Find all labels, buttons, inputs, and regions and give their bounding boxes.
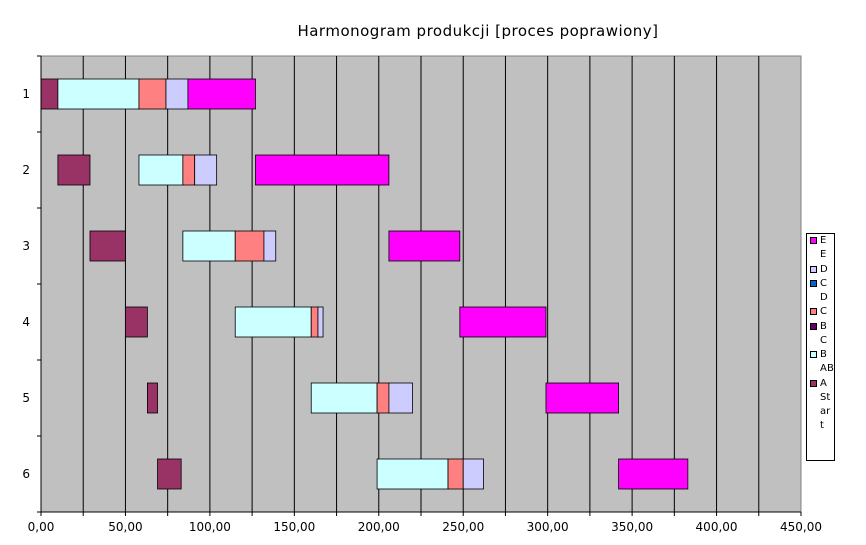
bar-a-row-3 [89, 230, 126, 262]
bar-e-row-6 [618, 458, 689, 490]
legend-swatch-c [810, 308, 817, 316]
bar-d-row-5 [388, 382, 413, 414]
legend-text: ar [820, 406, 831, 417]
legend-text: B [820, 320, 827, 332]
legend-text: E [820, 235, 827, 246]
x-tick-label: 250,00 [442, 520, 484, 534]
legend-text: C [820, 306, 827, 318]
legend-entry-start-1: St [807, 391, 834, 405]
legend-entry-d-e-line1: E [807, 248, 834, 262]
y-tick-label: 5 [22, 391, 30, 405]
x-tick-label: 400,00 [696, 520, 738, 534]
labels-layer: 1 2 3 4 5 6 0,00 50,00 100,00 150,00 200,00 250,00 3… [22, 87, 822, 534]
bars-layer [40, 78, 689, 490]
legend-entry-a: A [807, 377, 834, 391]
bar-d-row-2 [194, 154, 218, 186]
x-tick-label: 350,00 [611, 520, 653, 534]
legend-text: C [820, 277, 827, 289]
y-tick-label: 6 [22, 467, 30, 481]
legend-swatch-a [810, 379, 817, 387]
axes-layer [37, 55, 802, 516]
legend-swatch-c-d [810, 279, 817, 287]
x-tick-label: 300,00 [527, 520, 569, 534]
grid-layer [82, 56, 760, 512]
x-tick-label: 100,00 [189, 520, 231, 534]
bar-a-row-4 [125, 306, 148, 338]
bar-e-row-1 [187, 78, 256, 110]
legend-entry-c-d: C [807, 277, 834, 291]
legend-text: D [820, 263, 828, 275]
bar-b-row-4 [234, 306, 312, 338]
bar-b-row-3 [182, 230, 236, 262]
bar-c-row-4 [310, 306, 319, 338]
bar-a-row-2 [57, 154, 91, 186]
bar-a-row-5 [146, 382, 158, 414]
legend-entry-d: D [807, 263, 834, 277]
bar-c-row-3 [234, 230, 265, 262]
bar-e-row-3 [388, 230, 461, 262]
bar-b-row-1 [57, 78, 140, 110]
legend-entry-c: C [807, 305, 834, 319]
bar-e-row-5 [545, 382, 620, 414]
legend-entry-d-line2: D [807, 291, 834, 305]
bar-b-row-5 [310, 382, 378, 414]
bar-c-row-2 [182, 154, 196, 186]
legend-entry-b-c: B [807, 320, 834, 334]
bar-c-row-1 [138, 78, 167, 110]
legend-entry-start-3: t [807, 419, 834, 433]
legend-text: B [820, 349, 827, 360]
legend-text: B [827, 363, 834, 375]
legend-text: D [820, 292, 828, 303]
y-tick-label: 2 [22, 163, 30, 177]
legend-entry-a-b: A B [807, 362, 834, 376]
legend-text: A [820, 363, 827, 375]
y-tick-label: 1 [22, 87, 30, 101]
legend-text: C [820, 334, 827, 346]
bar-b-row-2 [138, 154, 184, 186]
x-tick-label: 200,00 [358, 520, 400, 534]
legend-text: A [820, 377, 827, 389]
legend-text: St [820, 391, 831, 403]
bar-c-row-6 [447, 458, 464, 490]
legend: E E D C D C B C B A B A St ar t [806, 233, 835, 461]
x-tick-label: 450,00 [780, 520, 822, 534]
bar-d-row-3 [263, 230, 277, 262]
legend-entry-e: E [807, 234, 834, 248]
legend-entry-start-2: ar [807, 405, 834, 419]
bar-e-row-2 [255, 154, 390, 186]
legend-entry-b: B [807, 348, 834, 362]
legend-entry-c-line2: C [807, 334, 834, 348]
bar-b-row-6 [376, 458, 449, 490]
bar-d-row-6 [462, 458, 484, 490]
chart-title: Harmonogram produkcji [proces poprawiony… [297, 22, 659, 40]
x-tick-label: 150,00 [273, 520, 315, 534]
y-tick-label: 4 [22, 315, 30, 329]
y-tick-label: 3 [22, 239, 30, 253]
bar-a-row-1 [40, 78, 59, 110]
legend-swatch-e [810, 237, 817, 244]
legend-swatch-b-c [810, 322, 817, 330]
legend-swatch-b [810, 351, 817, 358]
legend-text: t [820, 420, 824, 432]
bar-e-row-4 [459, 306, 547, 338]
bar-d-row-4 [317, 306, 324, 338]
legend-text: E [820, 249, 827, 261]
bar-d-row-1 [165, 78, 189, 110]
bar-c-row-5 [376, 382, 390, 414]
x-tick-label: 50,00 [108, 520, 142, 534]
bar-a-row-6 [157, 458, 182, 490]
x-tick-label: 0,00 [28, 520, 55, 534]
legend-swatch-d [810, 265, 817, 273]
